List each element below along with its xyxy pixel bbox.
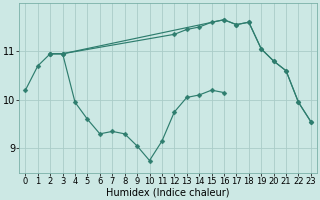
X-axis label: Humidex (Indice chaleur): Humidex (Indice chaleur)	[106, 187, 230, 197]
